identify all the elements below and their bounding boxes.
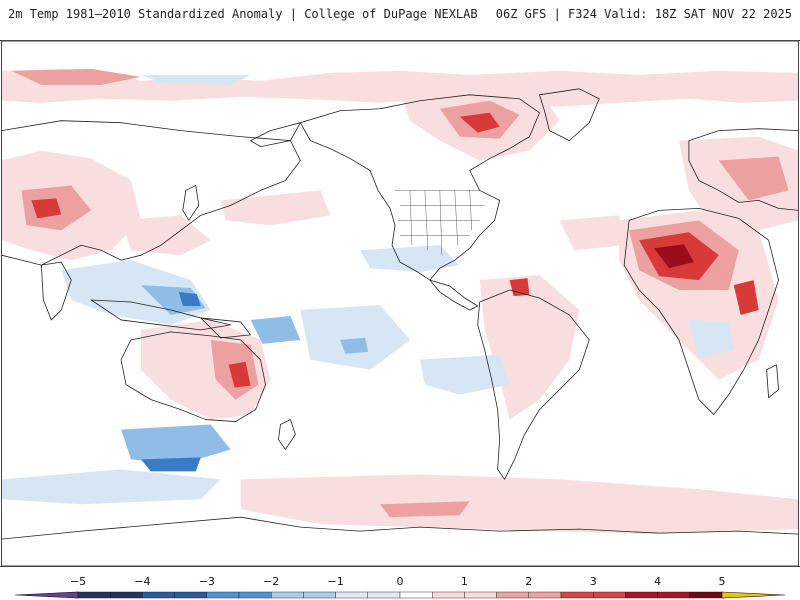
anomaly-pacific-cool-3 (340, 337, 369, 354)
colorbar-segment (109, 591, 143, 599)
colorbar-segment (657, 591, 690, 599)
colorbar-segment (432, 591, 465, 599)
anomaly-arctic-strong (11, 68, 141, 85)
colorbar-segment (238, 591, 272, 599)
coast-antarctica (1, 516, 799, 540)
colorbar-segment (593, 591, 626, 599)
coast-indonesia (90, 299, 232, 331)
anomaly-sahel-deep (654, 244, 694, 269)
colorbar-segment (271, 591, 304, 599)
anomaly-africa-south-cool (688, 319, 734, 358)
header: 2m Temp 1981–2010 Standardized Anomaly |… (0, 0, 800, 40)
coast-india (40, 261, 72, 321)
colorbar-segment (206, 591, 240, 599)
anomaly-eastafrica-strong (733, 280, 759, 315)
coast-europe (688, 128, 799, 211)
anomaly-asia-strong (31, 198, 62, 219)
coast-alaska (250, 122, 301, 147)
anomaly-atlantic-cool (419, 354, 510, 395)
anomaly-indonesia-mid (140, 285, 206, 315)
coast-africa (623, 207, 779, 415)
anomaly-indonesia-strong (178, 292, 201, 306)
colorbar-segment (399, 591, 433, 599)
coast-south-america (477, 289, 590, 480)
coast-north-america (299, 94, 540, 281)
colorbar-tick-label: 0 (397, 575, 404, 588)
state-grid (395, 190, 485, 256)
anomaly-shading (1, 68, 799, 535)
map-frame (1, 41, 799, 566)
colorbar-segment (560, 591, 594, 599)
anomaly-map (0, 40, 800, 567)
anomaly-southern-ocean-warm (240, 474, 799, 535)
colorbar-right-triangle (721, 591, 786, 599)
anomaly-australia-strong (228, 361, 251, 388)
colorbar-segment (174, 591, 208, 599)
state-borders (395, 190, 485, 256)
colorbar-segment (335, 591, 369, 599)
anomaly-southern-ocean-core (380, 501, 470, 518)
coast-australia (120, 331, 266, 422)
map-title: 2m Temp 1981–2010 Standardized Anomaly |… (8, 7, 478, 21)
colorbar-segment (367, 591, 401, 599)
colorbar-segment (142, 591, 175, 599)
colorbar: −5 −4 −3 −2 −1 0 1 2 3 4 5 (14, 575, 786, 599)
anomaly-indian-warm (121, 215, 211, 256)
colorbar-tick-label: −3 (199, 575, 215, 588)
anomaly-europe-core (718, 156, 789, 201)
colorbar-segment (625, 591, 658, 599)
coast-new-zealand (278, 419, 296, 450)
coast-asia (1, 120, 301, 266)
colorbar-segment (496, 591, 530, 599)
colorbar-tick-label: −5 (70, 575, 86, 588)
colorbar-segment (689, 591, 723, 599)
anomaly-pacific-cool-2 (300, 304, 410, 370)
anomaly-pacific-cool-4 (250, 315, 301, 344)
coast-new-guinea (200, 317, 251, 339)
colorbar-segment (303, 591, 336, 599)
coast-central-america (429, 279, 479, 311)
colorbar-tick-label: −4 (134, 575, 150, 588)
colorbar-tick-label: 3 (590, 575, 597, 588)
coast-japan (182, 185, 200, 221)
colorbar-tick-label: 1 (461, 575, 468, 588)
colorbar-segment (464, 591, 497, 599)
anomaly-hudson-strong (459, 112, 500, 133)
coast-greenland (539, 88, 600, 142)
colorbar-tick-label: 2 (525, 575, 532, 588)
colorbar-segment (528, 591, 562, 599)
anomaly-atlantic-warm (559, 215, 625, 251)
coast-madagascar (766, 364, 779, 399)
anomaly-pacific-cool-1 (360, 245, 460, 273)
coastlines (1, 88, 799, 540)
colorbar-tick-label: 5 (719, 575, 726, 588)
anomaly-pacific-warm-1 (220, 190, 331, 226)
anomaly-southern-cool (121, 424, 231, 465)
colorbar-segment (77, 591, 111, 599)
anomaly-antarctic-cool (1, 469, 221, 505)
anomaly-southern-cool-2 (140, 457, 201, 472)
colorbar-tick-label: −1 (327, 575, 343, 588)
model-run-info: 06Z GFS | F324 Valid: 18Z SAT NOV 22 202… (495, 7, 792, 21)
colorbar-tick-label: 4 (654, 575, 661, 588)
colorbar-labels: −5 −4 −3 −2 −1 0 1 2 3 4 5 (70, 575, 726, 588)
anomaly-arctic-cool (140, 74, 251, 85)
colorbar-tick-label: −2 (263, 575, 279, 588)
colorbar-left-triangle (14, 591, 79, 599)
colorbar-segments (14, 591, 786, 599)
